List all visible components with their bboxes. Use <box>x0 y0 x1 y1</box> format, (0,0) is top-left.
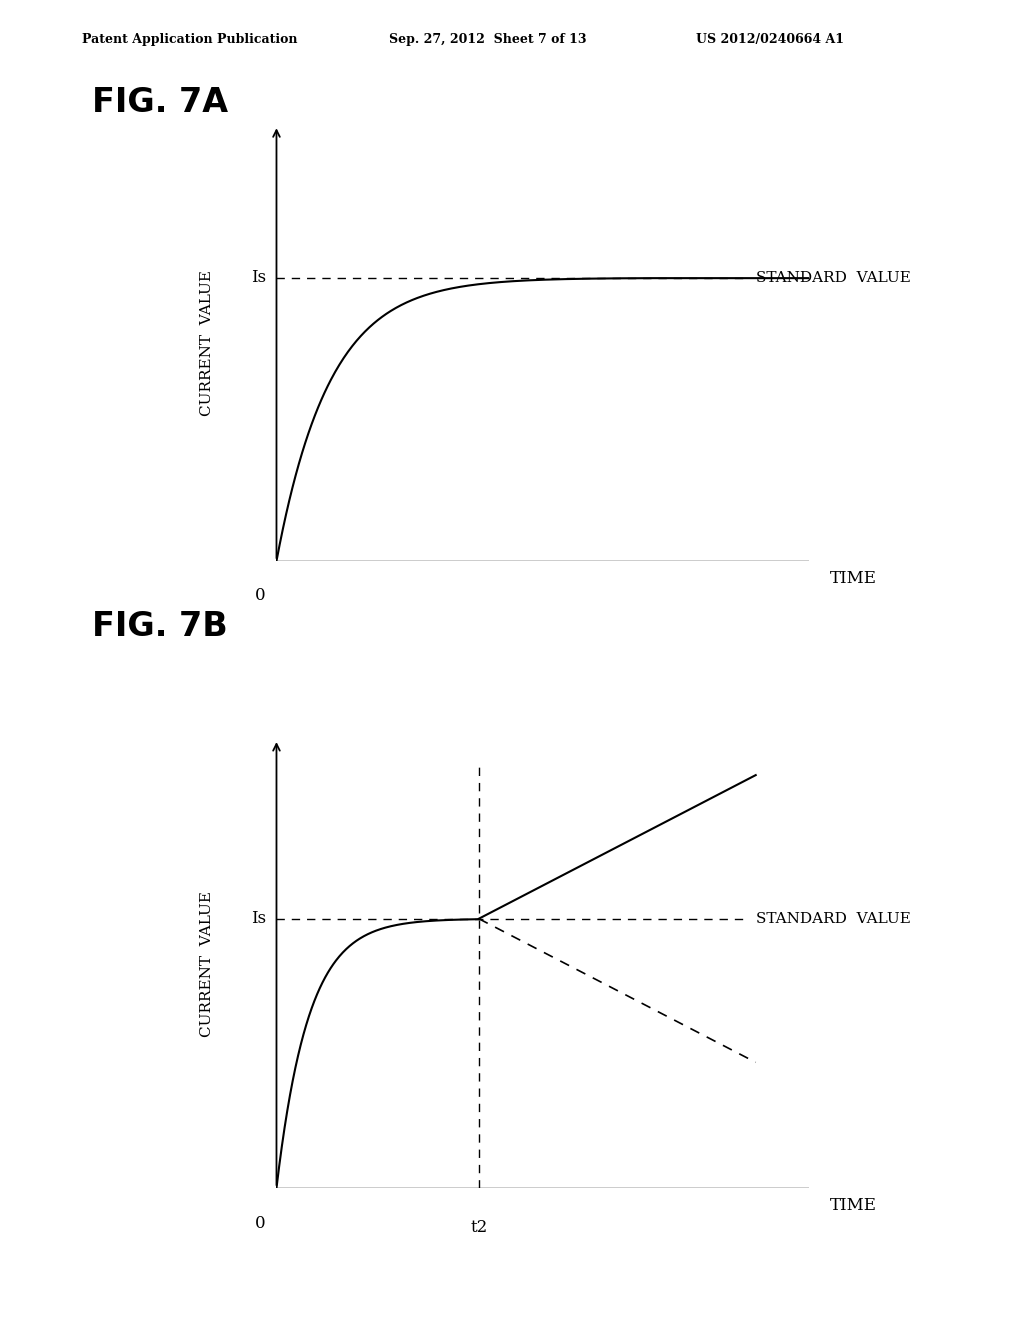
Text: TIME: TIME <box>830 1197 878 1214</box>
Text: Is: Is <box>251 911 266 927</box>
Text: STANDARD  VALUE: STANDARD VALUE <box>756 912 910 925</box>
Text: Is: Is <box>251 269 266 286</box>
Text: TIME: TIME <box>830 570 878 587</box>
Text: FIG. 7A: FIG. 7A <box>92 86 228 119</box>
Text: Patent Application Publication: Patent Application Publication <box>82 33 297 46</box>
Text: Sep. 27, 2012  Sheet 7 of 13: Sep. 27, 2012 Sheet 7 of 13 <box>389 33 587 46</box>
Text: CURRENT  VALUE: CURRENT VALUE <box>201 271 214 416</box>
Text: 0: 0 <box>255 1214 266 1232</box>
Text: 0: 0 <box>255 587 266 605</box>
Text: t2: t2 <box>470 1220 487 1237</box>
Text: US 2012/0240664 A1: US 2012/0240664 A1 <box>696 33 845 46</box>
Text: STANDARD  VALUE: STANDARD VALUE <box>756 271 910 285</box>
Text: FIG. 7B: FIG. 7B <box>92 610 228 643</box>
Text: CURRENT  VALUE: CURRENT VALUE <box>201 891 214 1036</box>
